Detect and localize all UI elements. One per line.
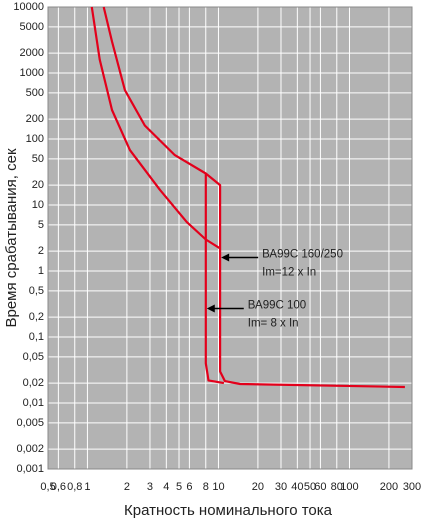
annotation-arrowhead: [206, 304, 215, 313]
y-tick-label: 100: [26, 133, 44, 145]
y-tick-label: 0,05: [23, 351, 44, 363]
x-tick-label: 8: [203, 481, 209, 493]
x-tick-label: 1: [84, 481, 90, 493]
y-tick-label: 1: [38, 265, 44, 277]
annotation-text: ВА99С 160/250: [262, 249, 343, 261]
y-tick-label: 1000: [20, 67, 44, 79]
x-tick-label: 10: [212, 481, 224, 493]
y-tick-label: 0,005: [16, 417, 44, 429]
x-tick-label: 50: [304, 481, 316, 493]
trip-curve: [90, 6, 221, 250]
x-tick-label: 80: [331, 481, 343, 493]
x-tick-label: 2: [124, 481, 130, 493]
x-axis-label: Кратность номинального тока: [124, 502, 333, 519]
y-tick-label: 10000: [13, 1, 44, 13]
plot-frame: [47, 6, 413, 470]
y-tick-label: 0,02: [23, 377, 44, 389]
x-tick-label: 20: [252, 481, 264, 493]
x-tick-label: 60: [314, 481, 326, 493]
y-tick-label: 0,01: [23, 397, 44, 409]
x-tick-label: 30: [275, 481, 287, 493]
x-tick-label: 0,6: [51, 481, 66, 493]
annotation-arrowhead: [221, 253, 230, 262]
y-tick-label: 50: [32, 153, 44, 165]
y-tick-label: 5000: [20, 21, 44, 33]
y-tick-label: 0,002: [16, 443, 44, 455]
annotation-text: Im= 8 x In: [248, 318, 299, 330]
x-tick-label: 3: [147, 481, 153, 493]
plot-background: [48, 7, 412, 469]
y-tick-label: 0,2: [29, 311, 44, 323]
plot: [47, 6, 413, 470]
x-tick-label: 100: [340, 481, 358, 493]
y-tick-label: 0,001: [16, 463, 44, 475]
trip-curve: [204, 173, 225, 385]
x-tick-label: 40: [291, 481, 303, 493]
y-tick-label: 20: [32, 179, 44, 191]
y-tick-label: 5: [38, 219, 44, 231]
y-tick-label: 500: [26, 87, 44, 99]
x-tick-label: 0,8: [67, 481, 82, 493]
y-tick-label: 200: [26, 113, 44, 125]
x-tick-label: 6: [186, 481, 192, 493]
annotation-text: Im=12 x In: [262, 267, 316, 279]
x-tick-label: 200: [380, 481, 398, 493]
y-tick-label: 2: [38, 245, 44, 257]
y-tick-label: 0,5: [29, 285, 44, 297]
y-tick-label: 10: [32, 199, 44, 211]
annotation-text: ВА99С 100: [248, 300, 306, 312]
y-axis-label: Время срабатывания, сек: [3, 148, 20, 327]
x-tick-label: 0,5: [40, 481, 55, 493]
y-tick-label: 2000: [20, 47, 44, 59]
x-tick-label: 5: [176, 481, 182, 493]
y-tick-label: 0,1: [29, 331, 44, 343]
x-tick-label: 300: [403, 481, 421, 493]
x-tick-label: 4: [163, 481, 169, 493]
